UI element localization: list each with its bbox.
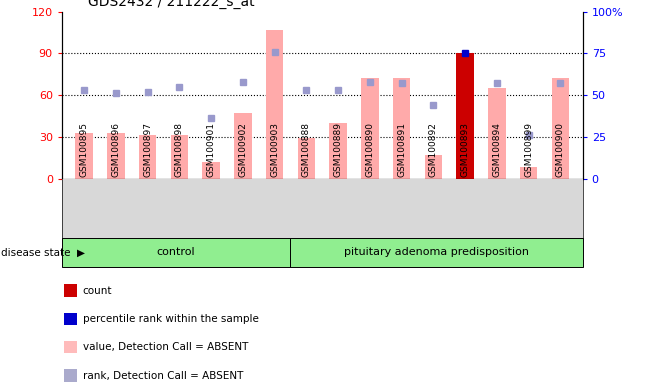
Bar [171,136,188,179]
Text: rank, Detection Call = ABSENT: rank, Detection Call = ABSENT [83,371,243,381]
Bar [393,78,410,179]
Bar [234,113,251,179]
Bar [62,238,290,267]
Text: control: control [157,247,195,258]
Bar [424,155,442,179]
Bar [64,284,77,297]
Text: disease state  ▶: disease state ▶ [1,247,85,258]
Bar [202,162,220,179]
Text: pituitary adenoma predisposition: pituitary adenoma predisposition [344,247,529,258]
Bar [298,138,315,179]
Bar [64,369,77,382]
Text: value, Detection Call = ABSENT: value, Detection Call = ABSENT [83,342,248,352]
Bar [64,341,77,353]
Bar [107,132,124,179]
Bar [361,78,379,179]
Bar [139,136,156,179]
Bar [76,132,93,179]
Bar [488,88,506,179]
Text: percentile rank within the sample: percentile rank within the sample [83,314,258,324]
Bar [290,238,583,267]
Bar [64,313,77,325]
Bar [551,78,569,179]
Text: count: count [83,286,112,296]
Bar [456,53,474,179]
Bar [266,30,283,179]
Bar [329,123,347,179]
Text: GDS2432 / 211222_s_at: GDS2432 / 211222_s_at [88,0,255,9]
Bar [520,167,537,179]
